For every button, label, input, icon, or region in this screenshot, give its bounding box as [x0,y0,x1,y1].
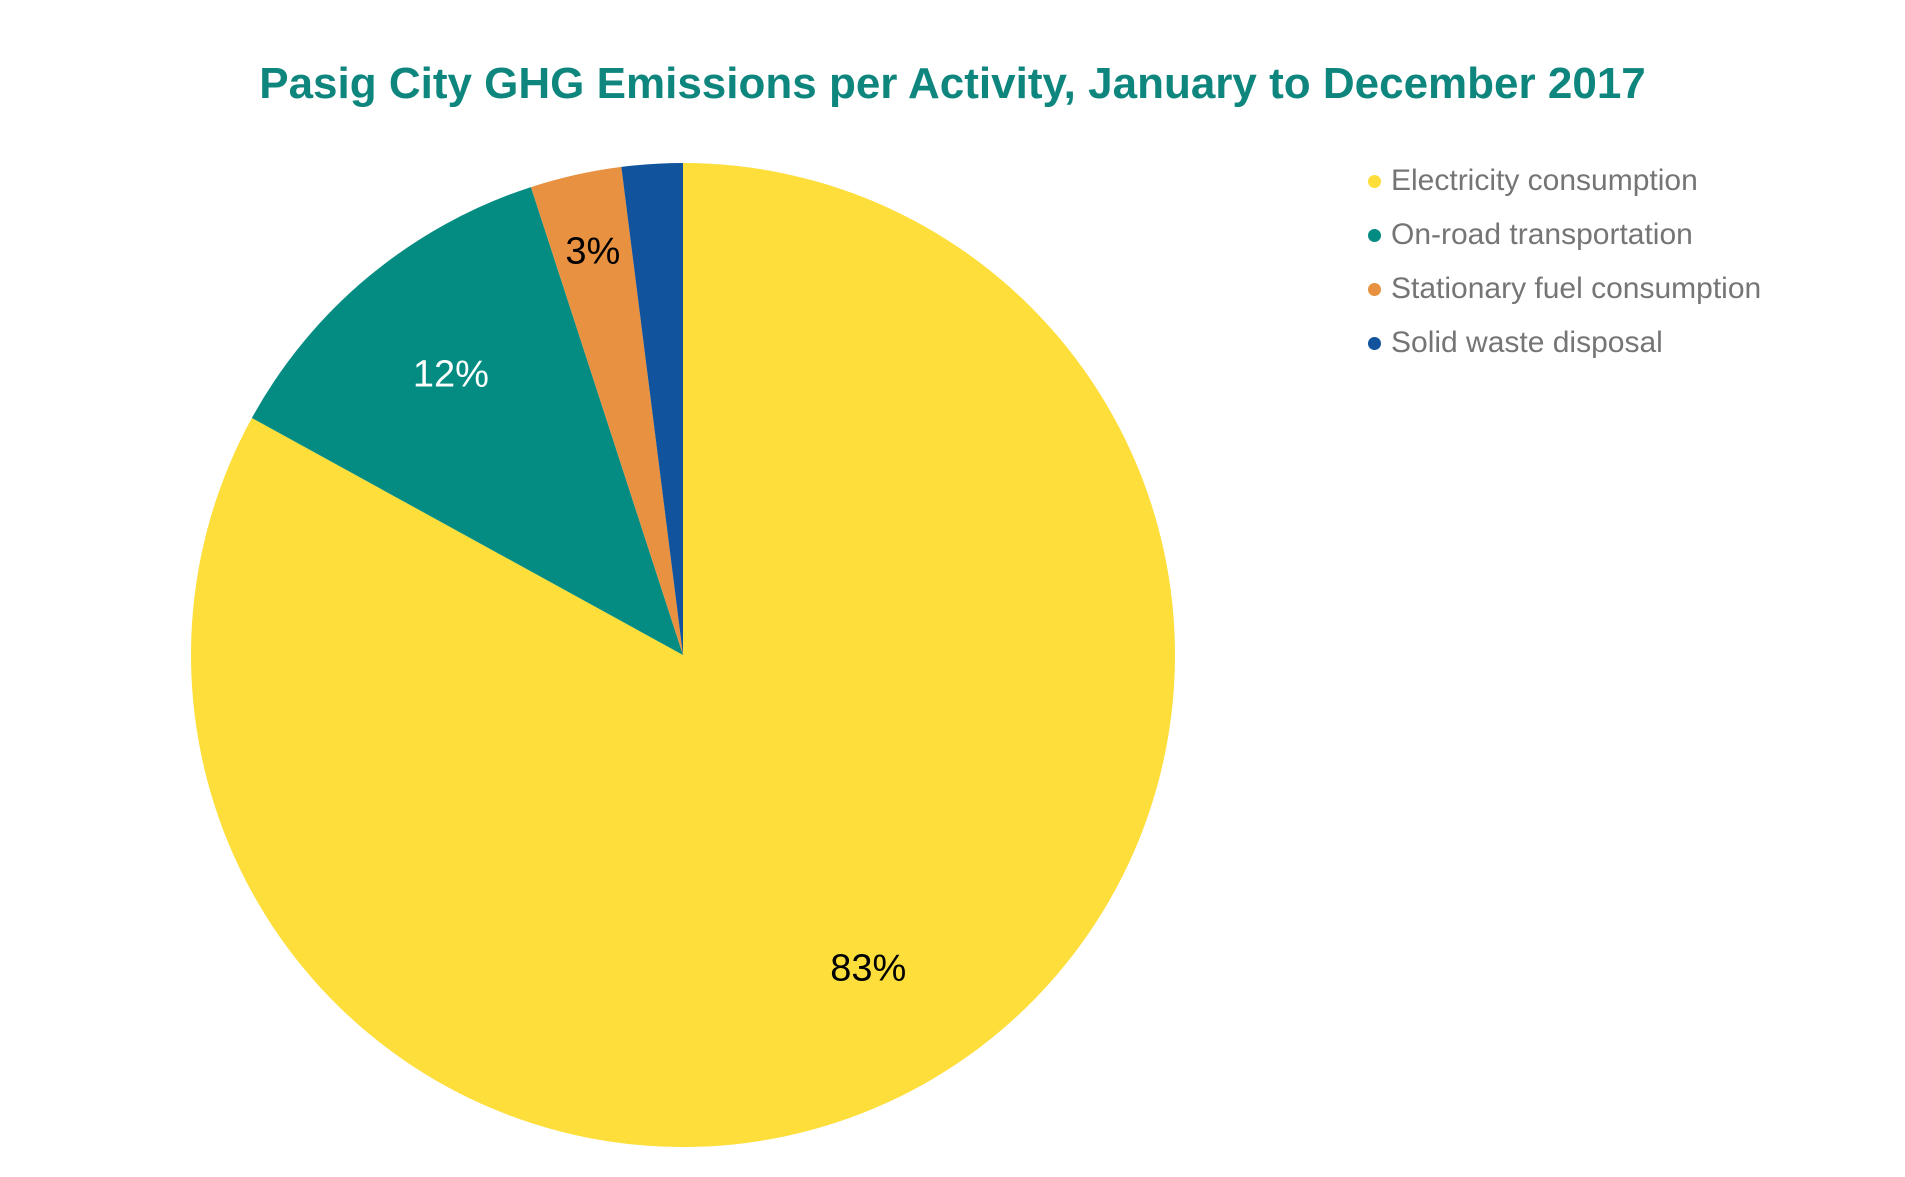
legend-item-on-road-transportation: On-road transportation [1368,208,1761,262]
slice-label: 12% [413,354,489,396]
legend: Electricity consumption On-road transpor… [1368,154,1761,370]
chart-title: Pasig City GHG Emissions per Activity, J… [259,59,1646,108]
legend-item-solid-waste-disposal: Solid waste disposal [1368,316,1761,370]
legend-dot-icon [1368,336,1381,350]
legend-dot-icon [1368,282,1381,296]
legend-item-electricity-consumption: Electricity consumption [1368,154,1761,208]
legend-item-label: Solid waste disposal [1391,326,1663,359]
pie-slice-on-road-transportation[interactable] [251,187,684,655]
pie-slice-electricity-consumption[interactable] [191,163,1176,1147]
pie-slice-stationary-fuel-consumption[interactable] [530,166,683,655]
legend-item-stationary-fuel-consumption: Stationary fuel consumption [1368,262,1761,316]
slice-label: 3% [565,231,620,273]
legend-dot-icon [1368,174,1381,188]
legend-item-label: On-road transportation [1391,218,1693,251]
legend-dot-icon [1368,228,1381,242]
legend-item-label: Electricity consumption [1391,164,1698,197]
legend-item-label: Stationary fuel consumption [1391,272,1762,305]
slice-label: 83% [830,947,906,989]
pie-slice-solid-waste-disposal[interactable] [621,163,683,655]
